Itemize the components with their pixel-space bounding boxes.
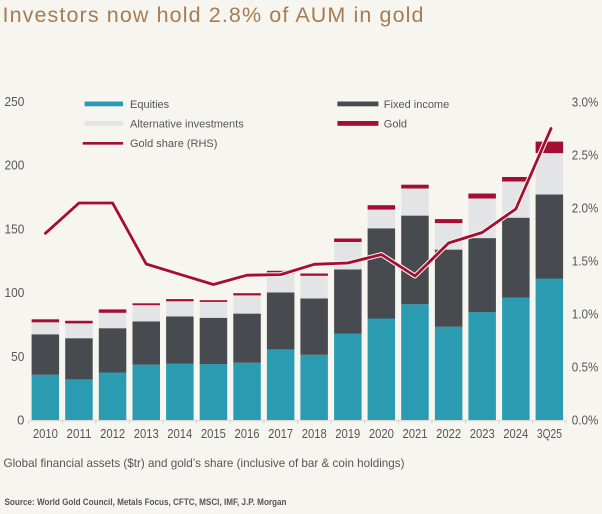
svg-text:3Q25: 3Q25	[537, 426, 562, 441]
svg-text:1.0%: 1.0%	[572, 307, 599, 322]
svg-text:2012: 2012	[100, 426, 125, 441]
svg-text:2011: 2011	[67, 426, 92, 441]
svg-text:2023: 2023	[470, 426, 495, 441]
svg-text:250: 250	[5, 94, 25, 109]
svg-text:2014: 2014	[167, 426, 192, 441]
svg-text:0.5%: 0.5%	[572, 360, 599, 375]
svg-text:2015: 2015	[201, 426, 226, 441]
svg-text:Alternative investments: Alternative investments	[130, 118, 244, 130]
svg-text:2017: 2017	[268, 426, 293, 441]
svg-text:2020: 2020	[369, 426, 394, 441]
svg-text:2018: 2018	[302, 426, 327, 441]
svg-text:Source: World Gold Council, Me: Source: World Gold Council, Metals Focus…	[5, 497, 287, 508]
svg-text:2021: 2021	[403, 426, 428, 441]
svg-text:2024: 2024	[503, 426, 528, 441]
svg-text:150: 150	[5, 221, 25, 236]
svg-text:Fixed income: Fixed income	[384, 99, 449, 111]
svg-text:2010: 2010	[33, 426, 58, 441]
svg-text:3.0%: 3.0%	[572, 95, 599, 110]
svg-text:Equities: Equities	[130, 99, 170, 111]
svg-text:0.0%: 0.0%	[572, 413, 599, 428]
svg-text:50: 50	[11, 349, 24, 364]
svg-text:Investors now hold 2.8% of AUM: Investors now hold 2.8% of AUM in gold	[3, 3, 424, 27]
svg-text:2019: 2019	[335, 426, 360, 441]
svg-text:Gold share (RHS): Gold share (RHS)	[130, 138, 217, 150]
svg-text:2.0%: 2.0%	[572, 201, 599, 216]
svg-text:200: 200	[5, 158, 25, 173]
svg-text:Global financial assets ($tr): Global financial assets ($tr) and gold’s…	[4, 456, 405, 470]
svg-text:2022: 2022	[436, 426, 461, 441]
svg-text:2016: 2016	[235, 426, 260, 441]
svg-text:2013: 2013	[134, 426, 159, 441]
svg-text:1.5%: 1.5%	[572, 254, 599, 269]
svg-text:Gold: Gold	[384, 118, 407, 130]
svg-text:2.5%: 2.5%	[572, 148, 599, 163]
svg-text:0: 0	[17, 413, 24, 428]
svg-text:100: 100	[5, 285, 25, 300]
